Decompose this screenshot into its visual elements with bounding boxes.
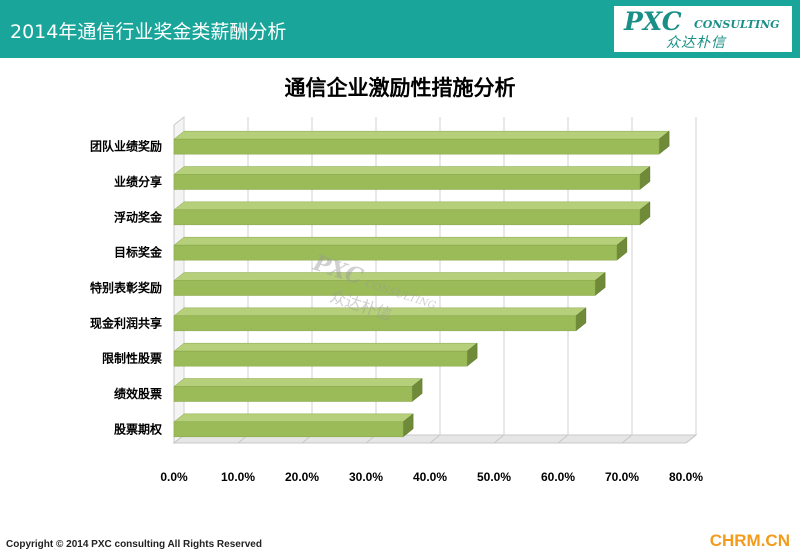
category-label: 绩效股票 <box>114 386 162 401</box>
brand-logo: PXC CONSULTING 众达朴信 <box>614 6 792 52</box>
x-tick-label: 10.0% <box>221 470 255 484</box>
bar <box>173 315 577 332</box>
x-tick-label: 50.0% <box>477 470 511 484</box>
bar <box>173 421 404 438</box>
bars-layer <box>173 130 670 438</box>
bar <box>173 174 641 190</box>
bar-top <box>173 342 478 352</box>
category-label: 特别表彰奖励 <box>90 280 162 295</box>
category-label: 业绩分享 <box>114 174 162 189</box>
bar <box>173 350 468 367</box>
gridline-depth <box>557 434 569 444</box>
bar <box>173 209 641 226</box>
category-label: 现金利润共享 <box>90 315 162 330</box>
x-tick-label: 40.0% <box>413 470 447 484</box>
bar-top <box>173 201 651 211</box>
bar <box>173 280 596 296</box>
category-label: 限制性股票 <box>102 351 162 366</box>
header-bar: 2014年通信行业奖金类薪酬分析 PXC CONSULTING 众达朴信 <box>0 0 800 58</box>
x-tick-label: 0.0% <box>160 470 188 484</box>
x-tick-label: 60.0% <box>541 470 575 484</box>
gridline-depth <box>685 434 697 444</box>
gridline-depth <box>621 434 633 444</box>
chart-title: 通信企业激励性措施分析 <box>284 76 516 100</box>
bar-top <box>173 236 628 246</box>
bar <box>173 244 618 261</box>
site-logo: CHRM.CN <box>709 531 790 550</box>
category-label: 团队业绩奖励 <box>90 139 162 154</box>
x-tick-label: 20.0% <box>285 470 319 484</box>
x-tick-label: 80.0% <box>669 470 703 484</box>
copyright-text: Copyright © 2014 PXC consulting All Righ… <box>6 539 262 550</box>
brand-pxc-text: PXC <box>624 7 682 36</box>
bar-top <box>173 166 651 175</box>
page-title: 2014年通信行业奖金类薪酬分析 <box>10 21 287 43</box>
bar-top <box>173 378 423 387</box>
bar-chart: 0.0% 10.0% 20.0% 30.0% 40.0% 50.0% 60.0% 70.0% 8… <box>90 115 703 484</box>
brand-cn-text: 众达朴信 <box>666 35 726 51</box>
labels-layer: 0.0% 10.0% 20.0% 30.0% 40.0% 50.0% 60.0% 70.0% 8… <box>90 139 703 484</box>
category-label: 浮动奖金 <box>114 209 163 224</box>
category-label: 股票期权 <box>114 421 163 436</box>
bar-top <box>173 130 670 140</box>
bar <box>173 386 413 402</box>
brand-consulting-text: CONSULTING <box>694 18 780 31</box>
gridline-depth <box>493 434 505 444</box>
x-tick-label: 70.0% <box>605 470 639 484</box>
bar <box>173 138 660 155</box>
category-label: 目标奖金 <box>114 245 163 260</box>
bar-top <box>173 413 414 423</box>
gridline-depth <box>429 434 441 444</box>
x-tick-label: 30.0% <box>349 470 383 484</box>
